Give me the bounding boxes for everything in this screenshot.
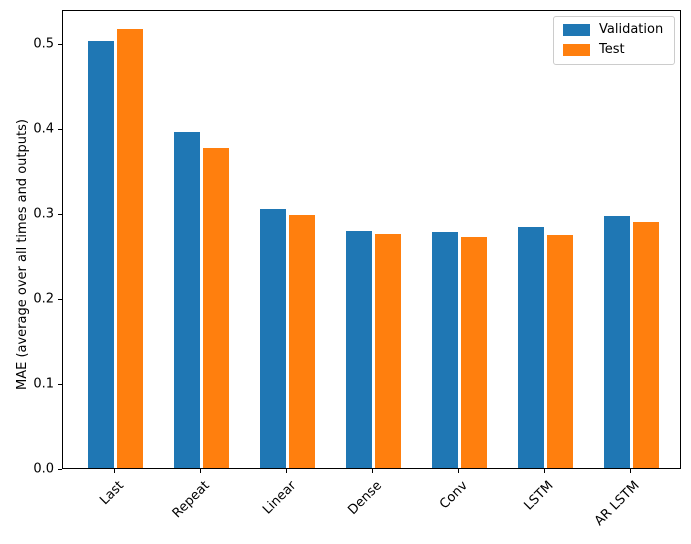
legend: Validation Test: [553, 16, 675, 65]
y-tick-label: 0.4: [33, 121, 54, 137]
legend-swatch-validation: [563, 24, 590, 37]
y-tick-mark: [58, 384, 62, 385]
bar-test-last: [116, 29, 143, 468]
x-tick-mark: [630, 469, 631, 473]
y-tick-label: 0.1: [33, 376, 54, 392]
y-axis-label: MAE (average over all times and outputs): [15, 119, 30, 390]
legend-row-test: Test: [563, 42, 665, 58]
bar-validation-conv: [431, 232, 458, 468]
y-tick-mark: [58, 214, 62, 215]
x-tick-label-conv: Conv: [436, 478, 471, 513]
x-tick-label-dense: Dense: [345, 478, 385, 518]
legend-row-validation: Validation: [563, 22, 665, 37]
x-tick-label-linear: Linear: [259, 478, 299, 518]
bar-test-dense: [374, 234, 401, 468]
bar-test-lstm: [546, 235, 573, 468]
x-tick-mark: [458, 469, 459, 473]
y-tick-label: 0.0: [33, 461, 54, 477]
y-tick-mark: [58, 129, 62, 130]
y-tick-label: 0.2: [33, 291, 54, 307]
legend-label-validation: Validation: [599, 22, 664, 37]
x-tick-mark: [372, 469, 373, 473]
x-tick-label-ar-lstm: AR LSTM: [592, 478, 643, 530]
x-tick-mark: [544, 469, 545, 473]
x-tick-label-repeat: Repeat: [169, 478, 213, 522]
bar-test-linear: [288, 215, 315, 468]
x-tick-mark: [114, 469, 115, 473]
bar-test-ar-lstm: [632, 222, 659, 468]
bar-test-conv: [460, 237, 487, 468]
plot-area: [62, 10, 681, 469]
x-tick-label-last: Last: [97, 478, 127, 509]
bar-validation-lstm: [517, 227, 544, 468]
bar-validation-repeat: [173, 132, 200, 468]
bar-validation-last: [87, 41, 114, 468]
x-tick-mark: [286, 469, 287, 473]
x-tick-label-lstm: LSTM: [521, 478, 557, 514]
bar-validation-linear: [259, 209, 286, 468]
bar-validation-dense: [345, 231, 372, 468]
bar-validation-ar-lstm: [603, 216, 630, 468]
y-tick-mark: [58, 469, 62, 470]
y-tick-mark: [58, 299, 62, 300]
y-tick-mark: [58, 44, 62, 45]
legend-swatch-test: [563, 44, 590, 57]
bar-test-repeat: [202, 148, 229, 468]
y-tick-label: 0.5: [33, 36, 54, 52]
x-tick-mark: [200, 469, 201, 473]
legend-label-test: Test: [599, 42, 625, 58]
y-tick-label: 0.3: [33, 206, 54, 222]
